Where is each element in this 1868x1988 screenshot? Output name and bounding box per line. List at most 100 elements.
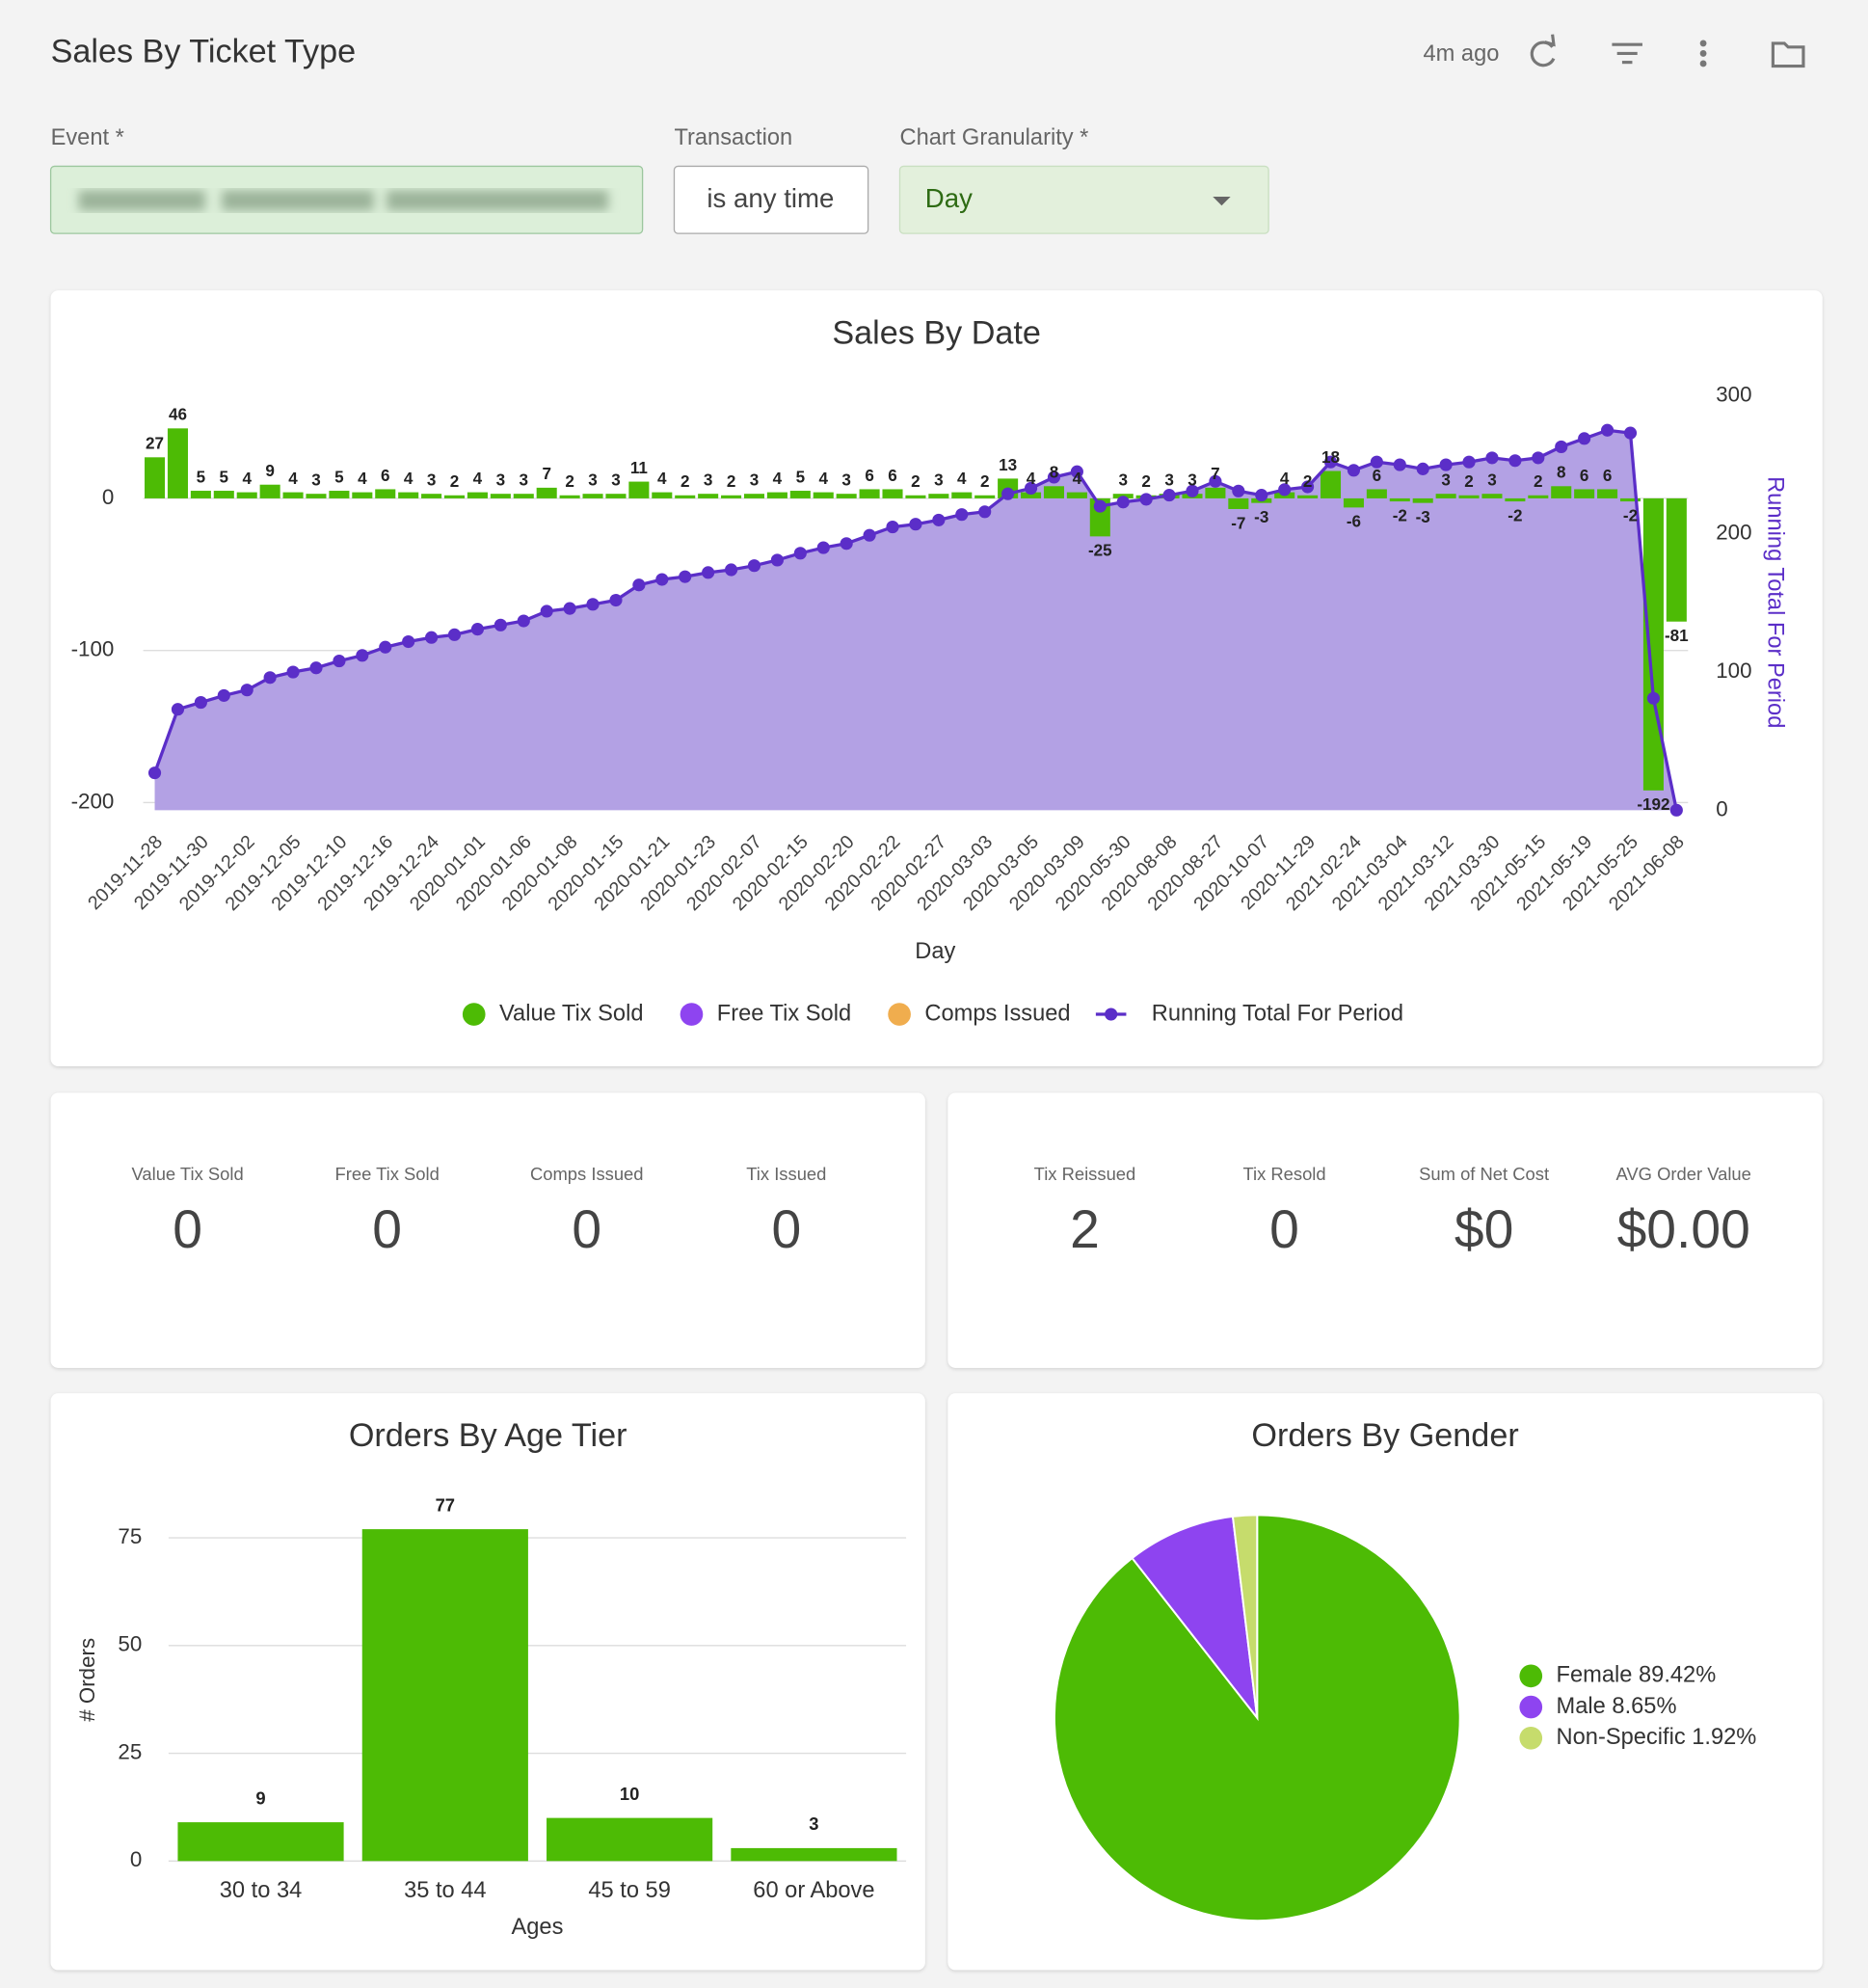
bar — [1458, 495, 1480, 498]
data-label: 4 — [404, 470, 414, 488]
data-label: 4 — [773, 470, 783, 488]
point — [147, 766, 162, 780]
point — [1370, 455, 1383, 469]
data-label: 3 — [588, 471, 598, 490]
bar — [698, 494, 719, 498]
bar — [352, 492, 373, 498]
bar — [605, 494, 627, 498]
filter-icon[interactable] — [1612, 42, 1642, 65]
filter-value: Day — [925, 183, 973, 213]
point — [724, 563, 738, 577]
chart-title: Orders By Age Tier — [349, 1417, 627, 1454]
point — [793, 547, 807, 560]
point — [1070, 465, 1083, 478]
legend-value: 1.92% — [1692, 1725, 1756, 1750]
kpi-value: 0 — [572, 1199, 601, 1259]
bar — [467, 492, 488, 498]
legend-marker — [1519, 1695, 1543, 1719]
folder-icon[interactable] — [1771, 41, 1805, 68]
kpi-label: Tix Reissued — [1034, 1164, 1136, 1184]
data-label: 4 — [819, 470, 829, 488]
kpi-value: 0 — [1269, 1199, 1299, 1259]
data-label: 77 — [436, 1494, 455, 1515]
point — [356, 649, 369, 662]
bar — [628, 481, 650, 498]
data-label: 3 — [841, 471, 851, 490]
y-tick-label: 25 — [118, 1739, 142, 1763]
bar — [1343, 497, 1364, 508]
data-label: 9 — [265, 462, 275, 480]
kpi-value: $0.00 — [1617, 1199, 1750, 1259]
data-label: 11 — [630, 459, 649, 477]
bar — [1366, 489, 1387, 498]
point — [609, 593, 623, 607]
bar — [1666, 497, 1687, 622]
bar — [1043, 486, 1064, 498]
legend-label: Comps Issued — [924, 1001, 1070, 1026]
bar — [1574, 489, 1595, 498]
point — [886, 520, 899, 534]
legend-label: Free Tix Sold — [717, 1001, 851, 1026]
data-label: 4 — [1280, 470, 1290, 488]
bar — [882, 489, 903, 498]
y2-tick-label: 0 — [1716, 796, 1727, 820]
data-label: 2 — [727, 472, 735, 491]
bar — [974, 495, 996, 498]
point — [1485, 451, 1499, 465]
chart-title: Orders By Gender — [1251, 1417, 1518, 1454]
point — [1301, 480, 1315, 494]
point — [517, 614, 530, 628]
point — [240, 684, 254, 697]
bar — [582, 494, 603, 498]
pie-slice — [1131, 1515, 1259, 1722]
point — [1347, 464, 1361, 477]
data-label: 18 — [1321, 448, 1340, 467]
bar — [1389, 497, 1410, 502]
data-label: 3 — [1441, 471, 1451, 490]
card — [50, 1092, 925, 1368]
point — [1255, 489, 1268, 502]
point — [1578, 432, 1591, 445]
point — [1532, 451, 1545, 465]
filter-label: Event * — [51, 125, 124, 150]
point — [1186, 484, 1199, 497]
x-tick-label: 35 to 44 — [404, 1878, 487, 1903]
bar — [167, 428, 188, 498]
point — [1139, 493, 1153, 506]
y-tick-label: 75 — [118, 1524, 142, 1548]
bar — [190, 491, 211, 498]
bar — [306, 494, 327, 498]
legend-marker — [1519, 1726, 1543, 1750]
bar — [731, 1847, 897, 1862]
bar — [1597, 489, 1618, 498]
refresh-icon[interactable] — [1530, 34, 1556, 67]
point — [563, 602, 576, 615]
granularity-select[interactable] — [898, 165, 1269, 234]
data-label: 4 — [288, 470, 298, 488]
transaction-select[interactable] — [673, 165, 869, 234]
card — [947, 1092, 1823, 1368]
kpi-label: Tix Issued — [746, 1164, 826, 1184]
point — [909, 518, 922, 531]
y-axis-label: # Orders — [75, 1638, 99, 1722]
bar — [951, 492, 973, 498]
data-label: -25 — [1088, 542, 1112, 560]
point — [540, 604, 553, 618]
pie-slice — [1231, 1514, 1259, 1718]
bar — [675, 495, 696, 498]
menu-icon[interactable] — [1699, 40, 1707, 67]
data-label: 4 — [358, 470, 367, 488]
point — [1093, 499, 1107, 513]
bar — [236, 492, 257, 498]
legend-marker — [680, 1003, 704, 1026]
point — [770, 553, 784, 567]
bar — [1228, 497, 1249, 509]
bar — [743, 494, 765, 498]
bar — [145, 457, 166, 498]
bar — [282, 492, 304, 498]
point — [1323, 455, 1338, 469]
data-label: 3 — [704, 471, 712, 490]
bar — [721, 495, 742, 498]
